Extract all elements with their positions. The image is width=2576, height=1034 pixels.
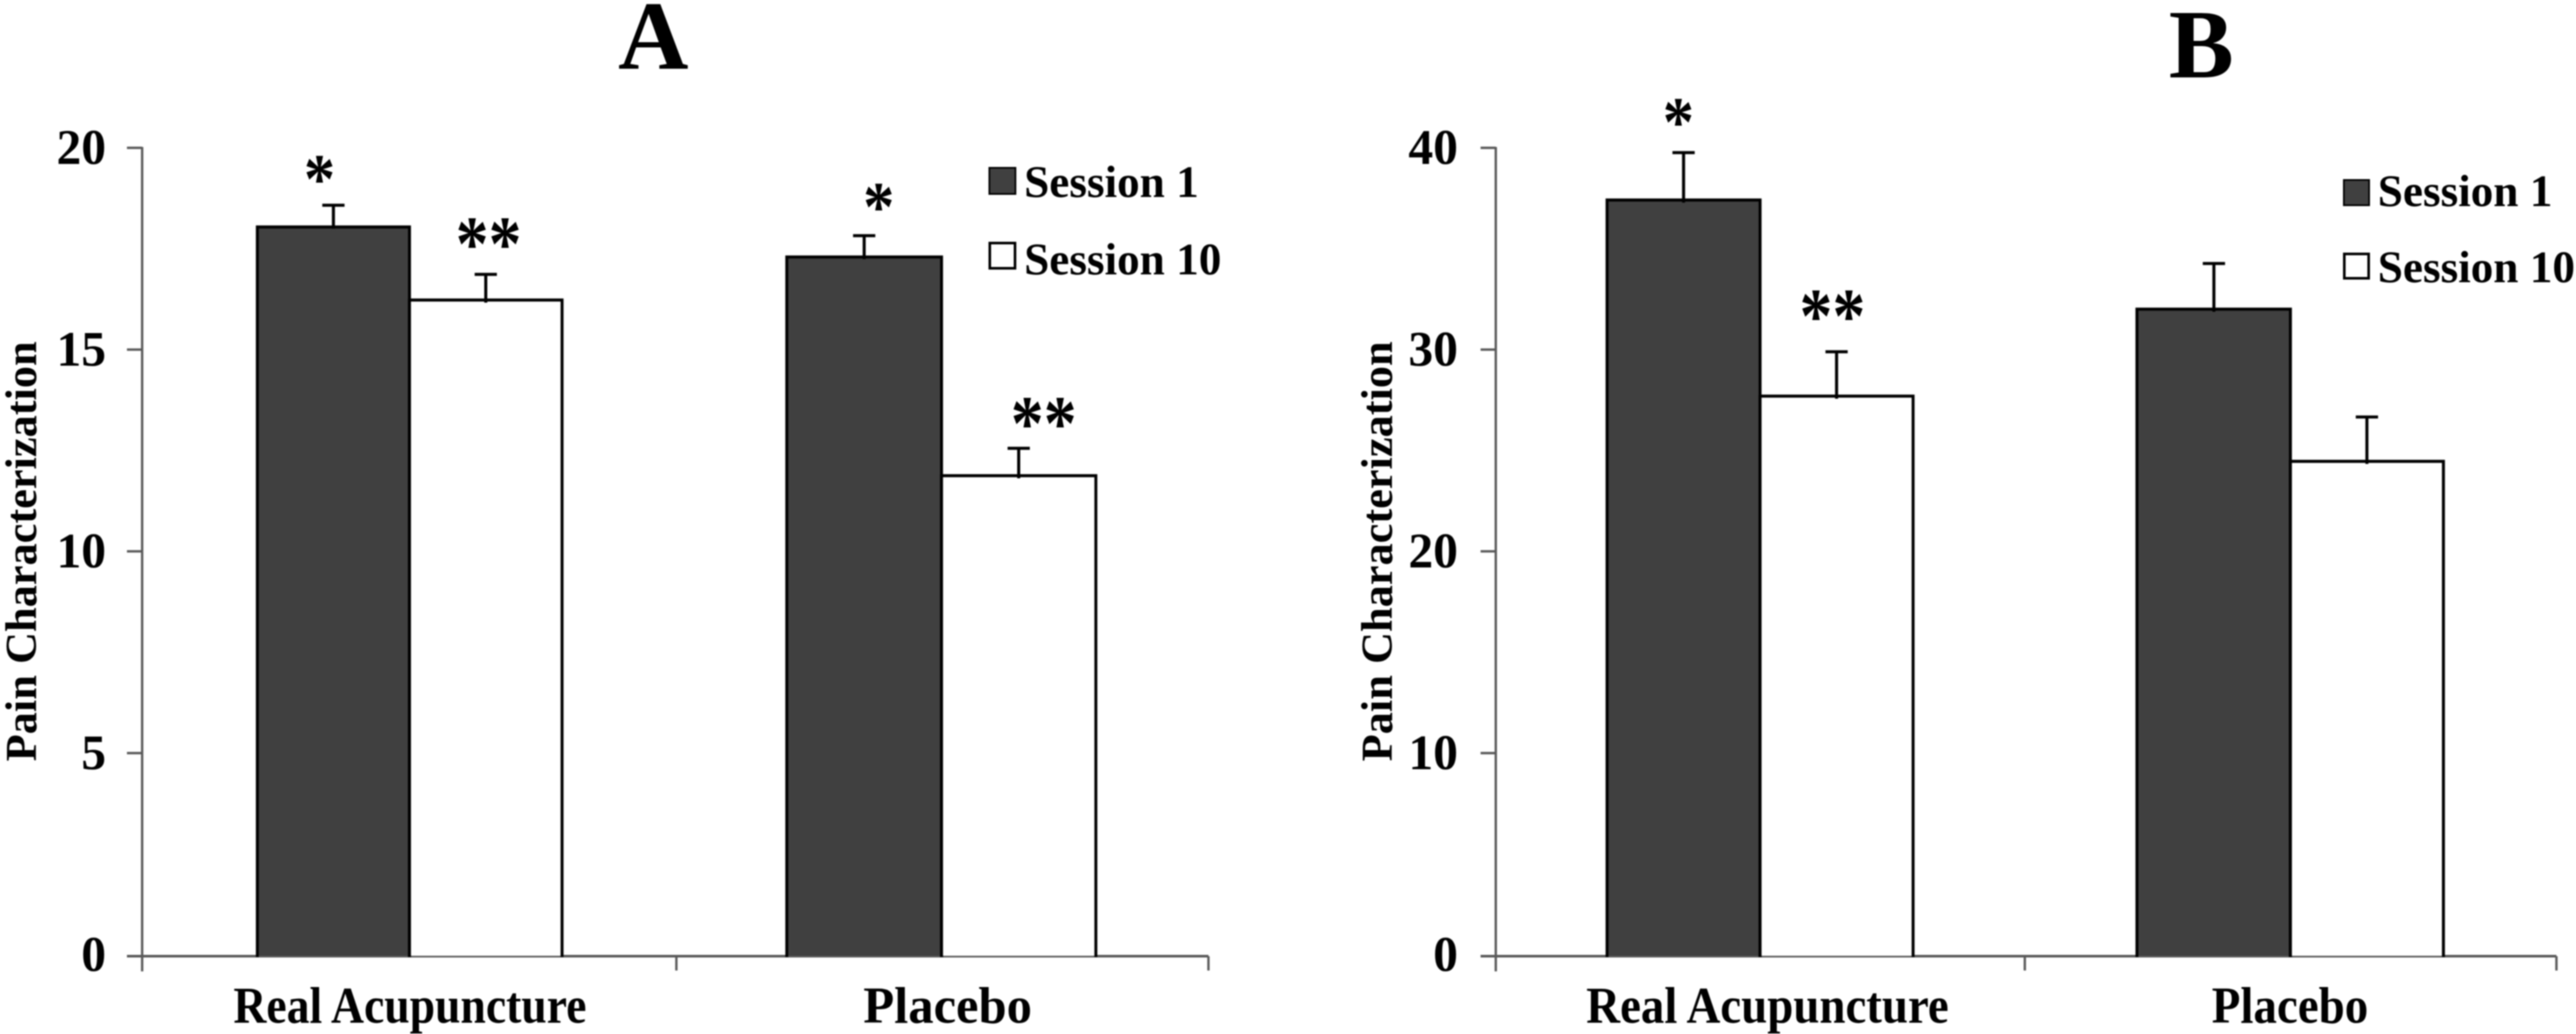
svg-text:Pain Characterization: Pain Characterization bbox=[1354, 342, 1402, 762]
svg-text:Real Acupuncture: Real Acupuncture bbox=[234, 977, 587, 1034]
svg-text:**: ** bbox=[1800, 273, 1866, 359]
svg-text:10: 10 bbox=[1408, 726, 1458, 781]
svg-text:0: 0 bbox=[82, 928, 107, 983]
svg-text:20: 20 bbox=[1408, 524, 1458, 579]
svg-text:A: A bbox=[618, 0, 689, 90]
svg-text:15: 15 bbox=[57, 323, 106, 377]
svg-text:*: * bbox=[863, 168, 895, 246]
svg-text:40: 40 bbox=[1408, 121, 1458, 176]
svg-text:0: 0 bbox=[1434, 928, 1459, 983]
svg-text:**: ** bbox=[456, 200, 522, 286]
svg-text:Placebo: Placebo bbox=[863, 977, 1032, 1034]
svg-text:Placebo: Placebo bbox=[2212, 977, 2368, 1034]
svg-text:Session 10: Session 10 bbox=[1024, 236, 1221, 285]
svg-text:10: 10 bbox=[57, 524, 106, 579]
svg-text:*: * bbox=[1663, 83, 1694, 162]
svg-text:*: * bbox=[304, 140, 336, 218]
svg-text:**: ** bbox=[1011, 380, 1077, 466]
svg-text:Session 1: Session 1 bbox=[1024, 158, 1199, 208]
svg-text:Pain Characterization: Pain Characterization bbox=[0, 342, 47, 762]
svg-text:5: 5 bbox=[82, 726, 107, 781]
svg-text:20: 20 bbox=[57, 121, 106, 176]
svg-text:30: 30 bbox=[1408, 323, 1458, 377]
svg-text:Session 10: Session 10 bbox=[2378, 243, 2575, 293]
svg-text:Real Acupuncture: Real Acupuncture bbox=[1587, 977, 1949, 1034]
svg-text:B: B bbox=[2169, 0, 2234, 99]
svg-text:Session 1: Session 1 bbox=[2378, 167, 2553, 217]
